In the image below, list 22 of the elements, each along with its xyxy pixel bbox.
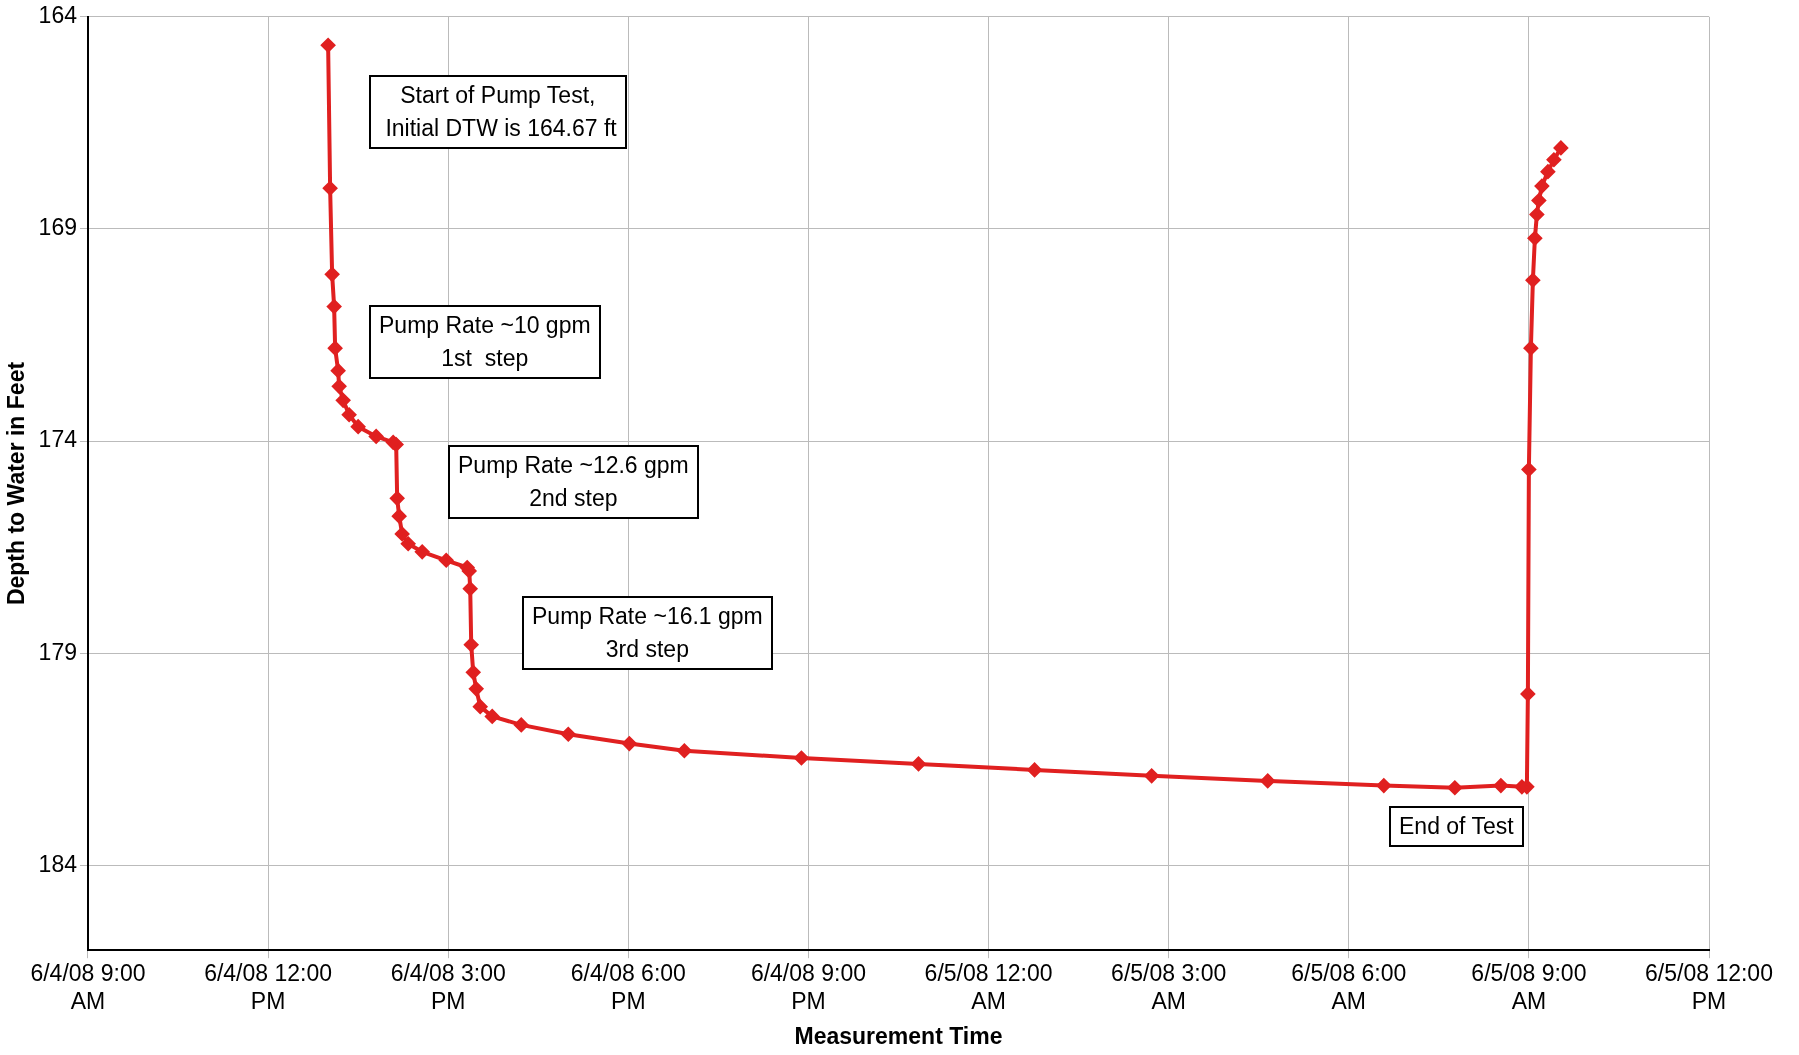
y-tick-label: 174 [38, 426, 78, 453]
annotation: Pump Rate ~16.1 gpm 3rd step [522, 596, 773, 670]
x-tick-label: 6/4/08 12:00 PM [204, 960, 333, 1014]
x-tick-label: 6/4/08 9:00 AM [30, 960, 146, 1014]
annotation: Pump Rate ~10 gpm 1st step [369, 305, 601, 379]
x-tick-label: 6/5/08 12:00 PM [1645, 960, 1773, 1014]
x-tick-label: 6/4/08 3:00 PM [390, 960, 506, 1014]
annotation: Start of Pump Test, Initial DTW is 164.67 ft [369, 75, 627, 149]
y-axis-title: Depth to Water in Feet [3, 361, 30, 606]
x-tick-label: 6/5/08 9:00 AM [1471, 960, 1587, 1014]
x-tick-label: 6/5/08 3:00 AM [1111, 960, 1227, 1014]
y-tick-label: 164 [38, 2, 78, 29]
y-tick-label: 169 [38, 214, 77, 241]
x-tick-label: 6/4/08 9:00 PM [750, 960, 866, 1014]
y-tick-label: 179 [38, 638, 77, 665]
x-tick-label: 6/5/08 12:00 AM [924, 960, 1053, 1014]
annotation: Pump Rate ~12.6 gpm 2nd step [448, 445, 699, 519]
x-tick-label: 6/4/08 6:00 PM [570, 960, 686, 1014]
x-axis-title: Measurement Time [794, 1022, 1003, 1049]
y-tick-label: 184 [38, 850, 78, 877]
x-tick-label: 6/5/08 6:00 AM [1291, 960, 1407, 1014]
annotation: End of Test [1389, 806, 1524, 847]
